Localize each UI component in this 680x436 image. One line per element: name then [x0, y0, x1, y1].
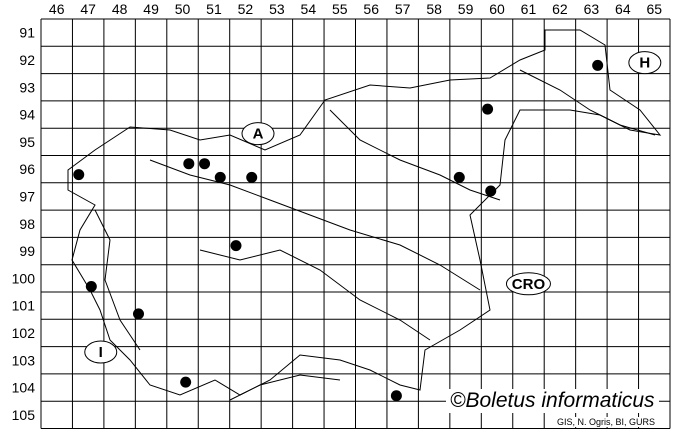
- column-label: 51: [206, 1, 222, 17]
- record-dot: [246, 171, 258, 183]
- column-label: 56: [363, 1, 379, 17]
- row-label: 91: [19, 25, 35, 41]
- slovenia-border: [67, 29, 662, 396]
- column-label: 49: [143, 1, 159, 17]
- record-dot: [482, 103, 494, 115]
- record-dot: [390, 390, 402, 402]
- row-label: 102: [12, 325, 36, 341]
- column-label: 52: [238, 1, 254, 17]
- column-label: 48: [112, 1, 128, 17]
- river: [199, 249, 431, 341]
- column-label: 59: [458, 1, 474, 17]
- river: [329, 109, 501, 201]
- row-label: 101: [12, 298, 36, 314]
- river: [149, 159, 481, 291]
- credit-text: GIS, N. Ogris, BI, GURS: [555, 417, 658, 427]
- row-label: 104: [12, 380, 36, 396]
- record-dot: [73, 169, 85, 181]
- row-label: 103: [12, 352, 36, 368]
- river: [229, 374, 341, 401]
- column-label: 64: [615, 1, 631, 17]
- river: [94, 209, 141, 351]
- column-label: 47: [80, 1, 96, 17]
- record-dot: [180, 376, 192, 388]
- column-label: 54: [301, 1, 317, 17]
- record-dot: [85, 281, 97, 293]
- row-label: 92: [19, 52, 35, 68]
- country-border: [67, 29, 662, 401]
- record-dot: [132, 308, 144, 320]
- row-label: 99: [19, 243, 35, 259]
- row-label: 105: [12, 407, 36, 423]
- record-dot: [183, 158, 195, 170]
- record-dot: [592, 59, 604, 71]
- record-dot: [214, 171, 226, 183]
- column-label: 55: [332, 1, 348, 17]
- row-label: 94: [19, 107, 35, 123]
- country-label-ellipse: [84, 340, 118, 364]
- record-dot: [230, 240, 242, 252]
- row-label: 100: [12, 270, 36, 286]
- column-label: 61: [521, 1, 537, 17]
- row-label: 95: [19, 134, 35, 150]
- record-dot: [199, 158, 211, 170]
- records: [73, 59, 604, 402]
- country-label-ellipse: [628, 51, 662, 75]
- record-dot: [485, 185, 497, 197]
- row-label: 97: [19, 188, 35, 204]
- column-label: 58: [426, 1, 442, 17]
- country-label-ellipse: [505, 272, 551, 296]
- row-label: 93: [19, 79, 35, 95]
- column-label: 50: [175, 1, 191, 17]
- country-label: A: [253, 126, 264, 143]
- record-dot: [453, 171, 465, 183]
- grid: 46 47 48 49 50 51 52 53 54 55 56 57 58 59 60 61 62 63 64 65…: [12, 1, 671, 429]
- column-label: 65: [646, 1, 662, 17]
- river: [519, 69, 656, 136]
- column-label: 60: [489, 1, 505, 17]
- column-label: 53: [269, 1, 285, 17]
- column-label: 57: [395, 1, 411, 17]
- copyright-text: ©Boletus informaticus: [446, 389, 659, 413]
- country-label: CRO: [512, 276, 546, 293]
- country-label: I: [99, 344, 103, 361]
- column-label: 46: [49, 1, 65, 17]
- country-label: H: [639, 55, 650, 72]
- column-label: 63: [584, 1, 600, 17]
- row-label: 96: [19, 161, 35, 177]
- country-label-ellipse: [241, 122, 275, 146]
- row-label: 98: [19, 216, 35, 232]
- column-label: 62: [552, 1, 568, 17]
